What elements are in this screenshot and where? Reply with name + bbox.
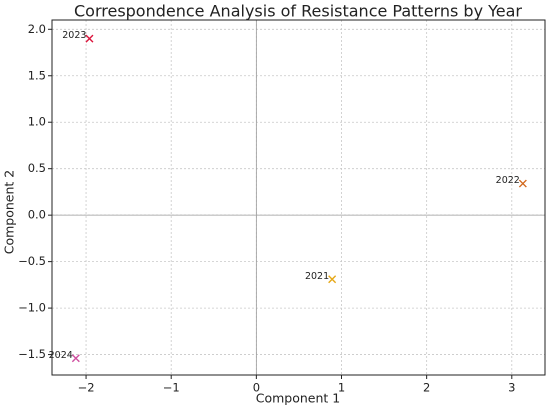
y-axis-label: Component 2 (2, 170, 17, 255)
y-tick-label: −0.5 (18, 254, 46, 268)
point (71, 354, 80, 363)
y-tick-label: 0.5 (28, 161, 46, 175)
x-tick-label: 2 (423, 381, 430, 395)
x-tick-label: 3 (508, 381, 515, 395)
y-tick-label: 0.0 (28, 208, 46, 222)
point-label: 2022 (496, 175, 520, 186)
y-tick-label: 1.0 (28, 115, 46, 129)
x-tick-label: −1 (163, 381, 180, 395)
chart-title: Correspondence Analysis of Resistance Pa… (74, 2, 522, 21)
point (328, 275, 337, 284)
x-tick-label: 0 (253, 381, 260, 395)
y-tick-label: 2.0 (28, 22, 46, 36)
point (85, 34, 94, 43)
point (518, 179, 527, 188)
y-tick-label: −1.5 (18, 347, 46, 361)
point-label: 2024 (49, 350, 73, 361)
y-tick-label: 1.5 (28, 68, 46, 82)
point-label: 2023 (62, 30, 86, 41)
x-tick-label: −2 (78, 381, 95, 395)
plot-frame (51, 19, 546, 376)
y-tick-label: −1.0 (18, 301, 46, 315)
x-axis-label: Component 1 (256, 391, 341, 406)
point-label: 2021 (305, 271, 329, 282)
x-tick-label: 1 (338, 381, 345, 395)
